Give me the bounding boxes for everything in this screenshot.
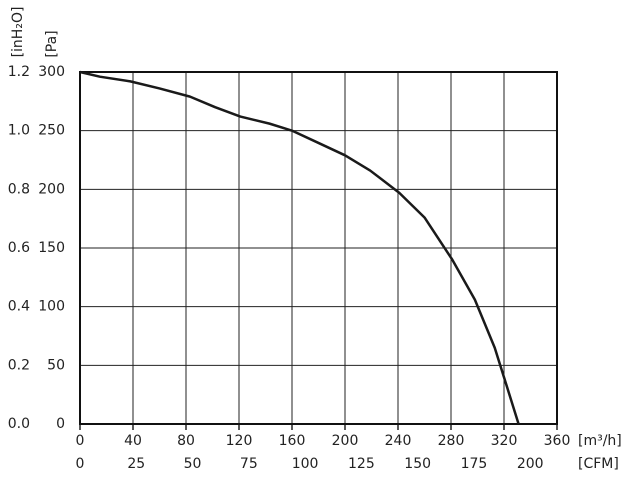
y-tick-label: 0 [56,416,65,432]
x2-tick-label: 125 [348,456,375,472]
x-tick-label: 120 [226,433,253,449]
x-tick-label: 80 [177,433,195,449]
y2-tick-label: 1.2 [8,64,30,80]
x-tick-label: 360 [544,433,571,449]
x-tick-label: 280 [438,433,465,449]
y-tick-label: 100 [38,299,65,315]
y-tick-label: 300 [38,64,65,80]
y-tick-label: 150 [38,240,65,256]
y2-tick-label: 0.0 [8,416,30,432]
x-tick-label: 0 [76,433,85,449]
x2-axis-label: [CFM] [578,456,619,472]
x-axis-label: [m³/h] [578,433,622,449]
y-tick-label: 200 [38,181,65,197]
x-tick-label: 320 [491,433,518,449]
y-axis-label: [Pa] [44,30,60,57]
curve [79,70,520,425]
plot-frame [79,71,558,425]
x2-tick-label: 25 [127,456,145,472]
x-tick-label: 200 [332,433,359,449]
x2-tick-label: 200 [517,456,544,472]
x2-tick-label: 100 [292,456,319,472]
x2-tick-label: 150 [404,456,431,472]
y2-tick-label: 0.4 [8,299,30,315]
y2-axis-label: [inH₂O] [10,7,26,58]
x2-tick-label: 0 [76,456,85,472]
x2-tick-label: 75 [240,456,258,472]
x-tick-label: 160 [279,433,306,449]
y-tick-label: 50 [47,357,65,373]
x-tick-label: 240 [385,433,412,449]
y2-tick-label: 0.2 [8,357,30,373]
x2-tick-label: 175 [461,456,488,472]
y2-tick-label: 1.0 [8,123,30,139]
y-tick-label: 250 [38,123,65,139]
y2-tick-label: 0.8 [8,181,30,197]
x-tick-label: 40 [124,433,142,449]
y2-tick-label: 0.6 [8,240,30,256]
x2-tick-label: 50 [184,456,202,472]
